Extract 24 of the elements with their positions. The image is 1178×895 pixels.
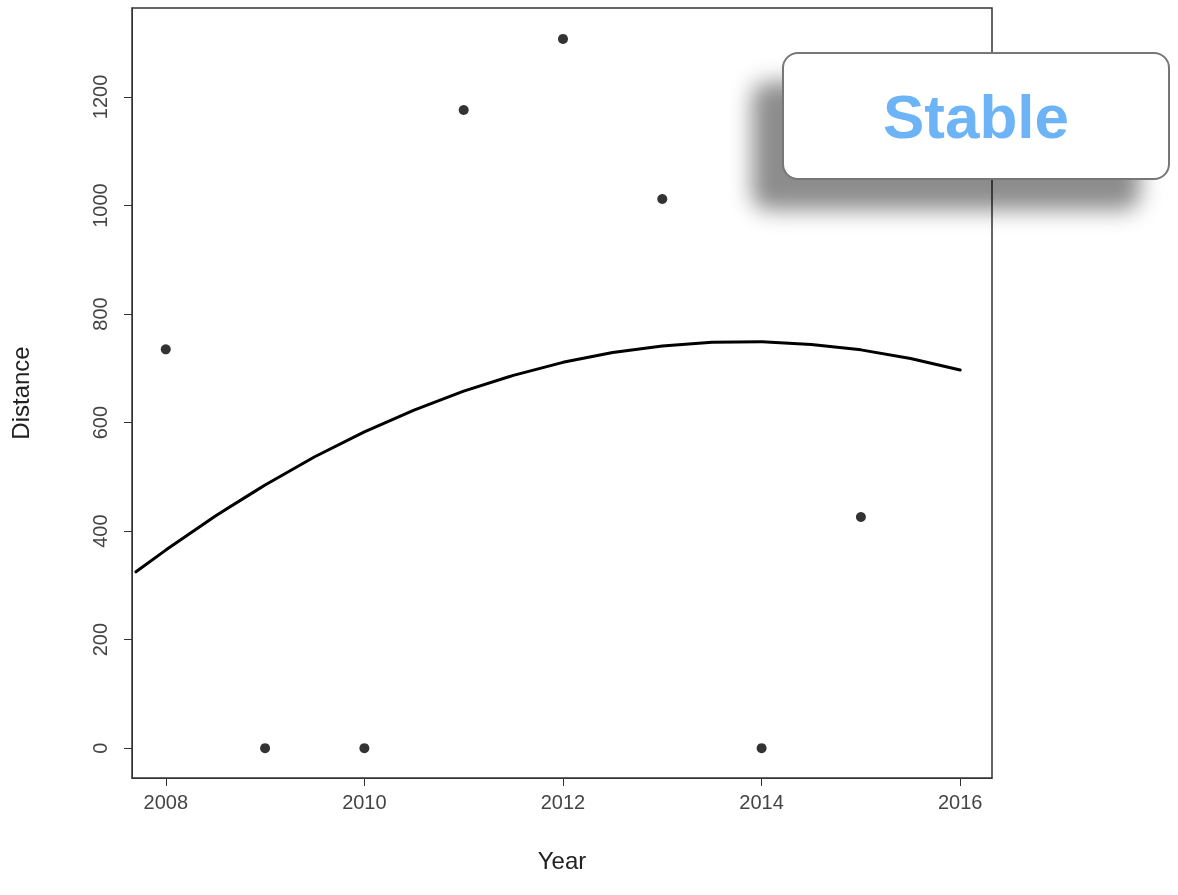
y-tick-label: 400 <box>89 514 111 548</box>
x-tick-label: 2008 <box>143 791 189 813</box>
x-tick-label: 2010 <box>342 791 387 813</box>
x-tick-label: 2014 <box>739 791 784 813</box>
point <box>558 33 568 44</box>
callout-box: Stable <box>782 52 1170 180</box>
point <box>160 344 171 355</box>
y-tick-label: 200 <box>89 622 111 657</box>
y-tick-label: 1200 <box>89 74 111 120</box>
point <box>458 105 469 116</box>
point <box>657 194 668 204</box>
y-tick-label: 1000 <box>89 183 111 228</box>
point <box>756 743 767 754</box>
y-axis-title: Distance <box>6 346 34 440</box>
point <box>260 743 271 754</box>
x-tick-label: 2016 <box>937 791 983 813</box>
point <box>855 511 866 522</box>
point <box>359 743 370 754</box>
y-tick-label: 800 <box>89 297 111 331</box>
y-tick-label: 0 <box>89 742 111 754</box>
line-series <box>134 340 962 574</box>
x-tick-label: 2012 <box>540 791 586 813</box>
y-tick-label: 600 <box>89 405 111 440</box>
x-axis-title: Year <box>537 846 587 874</box>
